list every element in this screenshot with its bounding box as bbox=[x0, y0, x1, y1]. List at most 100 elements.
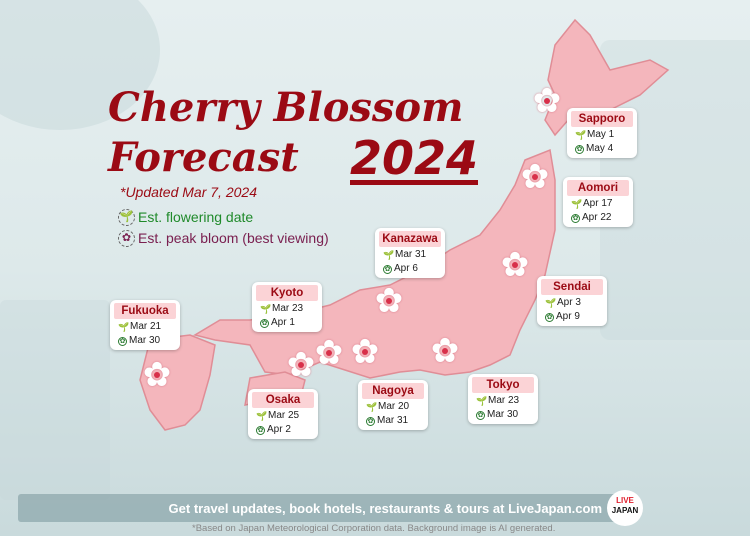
logo-text-top: LIVE bbox=[616, 496, 634, 505]
flowering-row: 🌱 Mar 23 bbox=[256, 303, 318, 315]
banner-text: Get travel updates, book hotels, restaur… bbox=[168, 500, 602, 516]
peak-date: May 4 bbox=[586, 143, 614, 154]
footnote: *Based on Japan Meteorological Corporati… bbox=[192, 523, 556, 534]
blossom-icon: ✿ bbox=[366, 416, 375, 426]
flowering-row: 🌱 Mar 25 bbox=[252, 410, 314, 422]
blossom-icon: ✿ bbox=[428, 334, 462, 368]
sprout-icon: 🌱 bbox=[366, 402, 378, 412]
flowering-date: Mar 21 bbox=[130, 321, 162, 332]
legend-label: Est. peak bloom (best viewing) bbox=[138, 230, 329, 246]
updated-date: *Updated Mar 7, 2024 bbox=[120, 184, 257, 200]
title-year: 2024 bbox=[350, 131, 479, 185]
blossom-icon: ✿ bbox=[530, 84, 564, 118]
city-card-sapporo: Sapporo 🌱 May 1 ✿ May 4 bbox=[567, 108, 637, 158]
blossom-icon: ✿ bbox=[383, 264, 392, 274]
blossom-icon: ✿ bbox=[545, 312, 554, 322]
flowering-row: 🌱 Mar 23 bbox=[472, 395, 534, 407]
blossom-icon: ✿ bbox=[518, 160, 552, 194]
blossom-icon: ✿ bbox=[140, 358, 174, 392]
city-card-sendai: Sendai 🌱 Apr 3 ✿ Apr 9 bbox=[537, 276, 607, 326]
blossom-icon: ✿ bbox=[312, 336, 346, 370]
blossom-icon: ✿ bbox=[476, 410, 485, 420]
flowering-row: 🌱 Apr 3 bbox=[541, 297, 603, 309]
flowering-row: 🌱 Mar 20 bbox=[362, 401, 424, 413]
peak-row: ✿ Apr 6 bbox=[379, 263, 441, 275]
title-line-1: Cherry Blossom bbox=[108, 84, 464, 131]
peak-row: ✿ Mar 31 bbox=[362, 415, 424, 427]
sprout-icon: 🌱 bbox=[571, 199, 583, 209]
flowering-date: Apr 17 bbox=[583, 198, 613, 209]
peak-row: ✿ Apr 2 bbox=[252, 424, 314, 436]
promo-banner[interactable]: Get travel updates, book hotels, restaur… bbox=[18, 494, 630, 522]
blossom-icon: ✿ bbox=[118, 336, 127, 346]
flowering-row: 🌱 May 1 bbox=[571, 129, 633, 141]
sprout-icon: 🌱 bbox=[260, 304, 272, 314]
city-name: Fukuoka bbox=[114, 303, 176, 319]
city-name: Sapporo bbox=[571, 111, 633, 127]
city-name: Kyoto bbox=[256, 285, 318, 301]
sprout-icon: 🌱 bbox=[545, 298, 557, 308]
peak-date: Mar 30 bbox=[129, 335, 161, 346]
sprout-icon: 🌱 bbox=[118, 322, 130, 332]
peak-row: ✿ May 4 bbox=[571, 143, 633, 155]
peak-date: Apr 22 bbox=[582, 212, 612, 223]
blossom-icon: ✿ bbox=[571, 213, 580, 223]
peak-row: ✿ Apr 1 bbox=[256, 317, 318, 329]
logo-text-bottom: JAPAN bbox=[611, 506, 639, 515]
flowering-date: May 1 bbox=[587, 129, 615, 140]
peak-row: ✿ Apr 22 bbox=[567, 212, 629, 224]
legend-label: Est. flowering date bbox=[138, 209, 254, 225]
flowering-date: Mar 23 bbox=[488, 395, 520, 406]
flowering-row: 🌱 Mar 21 bbox=[114, 321, 176, 333]
city-card-nagoya: Nagoya 🌱 Mar 20 ✿ Mar 31 bbox=[358, 380, 428, 430]
city-name: Sendai bbox=[541, 279, 603, 295]
flowering-date: Mar 31 bbox=[395, 249, 427, 260]
sprout-icon: 🌱 bbox=[476, 396, 488, 406]
blossom-icon: ✿ bbox=[260, 318, 269, 328]
legend-peak: ✿ Est. peak bloom (best viewing) bbox=[118, 230, 329, 247]
flowering-row: 🌱 Mar 31 bbox=[379, 249, 441, 261]
peak-row: ✿ Apr 9 bbox=[541, 311, 603, 323]
peak-date: Apr 6 bbox=[394, 263, 418, 274]
peak-date: Mar 31 bbox=[377, 415, 409, 426]
blossom-icon: ✿ bbox=[575, 144, 584, 154]
blossom-icon: ✿ bbox=[372, 284, 406, 318]
city-card-aomori: Aomori 🌱 Apr 17 ✿ Apr 22 bbox=[563, 177, 633, 227]
blossom-icon: ✿ bbox=[498, 248, 532, 282]
peak-row: ✿ Mar 30 bbox=[472, 409, 534, 421]
sprout-icon: 🌱 bbox=[383, 250, 395, 260]
sprout-icon: 🌱 bbox=[118, 209, 135, 226]
flowering-date: Apr 3 bbox=[557, 297, 581, 308]
sprout-icon: 🌱 bbox=[575, 130, 587, 140]
kyushu bbox=[139, 334, 216, 431]
city-card-fukuoka: Fukuoka 🌱 Mar 21 ✿ Mar 30 bbox=[110, 300, 180, 350]
legend-flowering: 🌱 Est. flowering date bbox=[118, 209, 253, 226]
title-line-2: Forecast bbox=[108, 134, 299, 181]
city-name: Tokyo bbox=[472, 377, 534, 393]
city-card-kyoto: Kyoto 🌱 Mar 23 ✿ Apr 1 bbox=[252, 282, 322, 332]
background-building bbox=[0, 300, 110, 500]
city-name: Aomori bbox=[567, 180, 629, 196]
city-card-kanazawa: Kanazawa 🌱 Mar 31 ✿ Apr 6 bbox=[375, 228, 445, 278]
city-name: Kanazawa bbox=[379, 231, 441, 247]
city-card-osaka: Osaka 🌱 Mar 25 ✿ Apr 2 bbox=[248, 389, 318, 439]
blossom-icon: ✿ bbox=[348, 335, 382, 369]
peak-date: Apr 2 bbox=[267, 424, 291, 435]
peak-date: Apr 9 bbox=[556, 311, 580, 322]
flowering-date: Mar 23 bbox=[272, 303, 304, 314]
peak-row: ✿ Mar 30 bbox=[114, 335, 176, 347]
city-card-tokyo: Tokyo 🌱 Mar 23 ✿ Mar 30 bbox=[468, 374, 538, 424]
sprout-icon: 🌱 bbox=[256, 411, 268, 421]
livejapan-logo[interactable]: LIVE JAPAN bbox=[607, 490, 643, 526]
flowering-date: Mar 25 bbox=[268, 410, 300, 421]
peak-date: Apr 1 bbox=[271, 317, 295, 328]
blossom-icon: ✿ bbox=[256, 425, 265, 435]
blossom-icon: ✿ bbox=[284, 348, 318, 382]
blossom-icon: ✿ bbox=[118, 230, 135, 247]
flowering-row: 🌱 Apr 17 bbox=[567, 198, 629, 210]
flowering-date: Mar 20 bbox=[378, 401, 410, 412]
peak-date: Mar 30 bbox=[487, 409, 519, 420]
city-name: Nagoya bbox=[362, 383, 424, 399]
city-name: Osaka bbox=[252, 392, 314, 408]
